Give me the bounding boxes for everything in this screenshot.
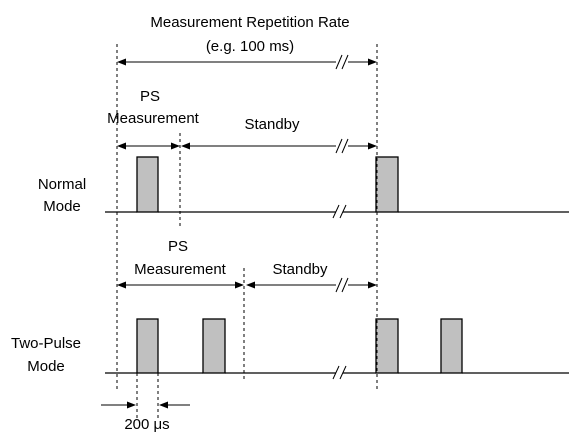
normal-mode-waveform (105, 156, 569, 219)
twopulse-ps-label: PS (168, 238, 188, 255)
twopulse-mode-waveform (105, 318, 569, 380)
twopulse-mode-label-2: Mode (27, 358, 65, 375)
normal-ps-label: PS (140, 88, 160, 105)
rate-arrow (117, 54, 377, 70)
normal-mode-label-2: Mode (43, 198, 81, 215)
normal-standby-arrow (181, 138, 377, 154)
normal-pulse-1 (136, 156, 159, 213)
pulse-width-label: 200 μs (124, 416, 169, 433)
twopulse-pulse-4 (440, 318, 463, 374)
guide-lines (116, 44, 378, 420)
twopulse-standby-label: Standby (272, 261, 328, 278)
normal-ps-arrow (117, 142, 180, 150)
normal-measurement-label: Measurement (107, 110, 200, 127)
twopulse-standby-arrow (246, 277, 377, 293)
twopulse-ps-arrow (117, 281, 244, 289)
rate-title: Measurement Repetition Rate (150, 14, 349, 31)
normal-pulse-2 (375, 156, 399, 213)
twopulse-pulse-1 (136, 318, 159, 374)
normal-mode-label: Normal (38, 176, 86, 193)
twopulse-pulse-3 (375, 318, 399, 374)
twopulse-measurement-label: Measurement (134, 261, 227, 278)
normal-standby-label: Standby (244, 116, 300, 133)
rate-subtitle: (e.g. 100 ms) (206, 38, 294, 55)
twopulse-mode-label: Two-Pulse (11, 335, 81, 352)
pulse-width-arrows (101, 401, 190, 409)
twopulse-pulse-2 (202, 318, 226, 374)
